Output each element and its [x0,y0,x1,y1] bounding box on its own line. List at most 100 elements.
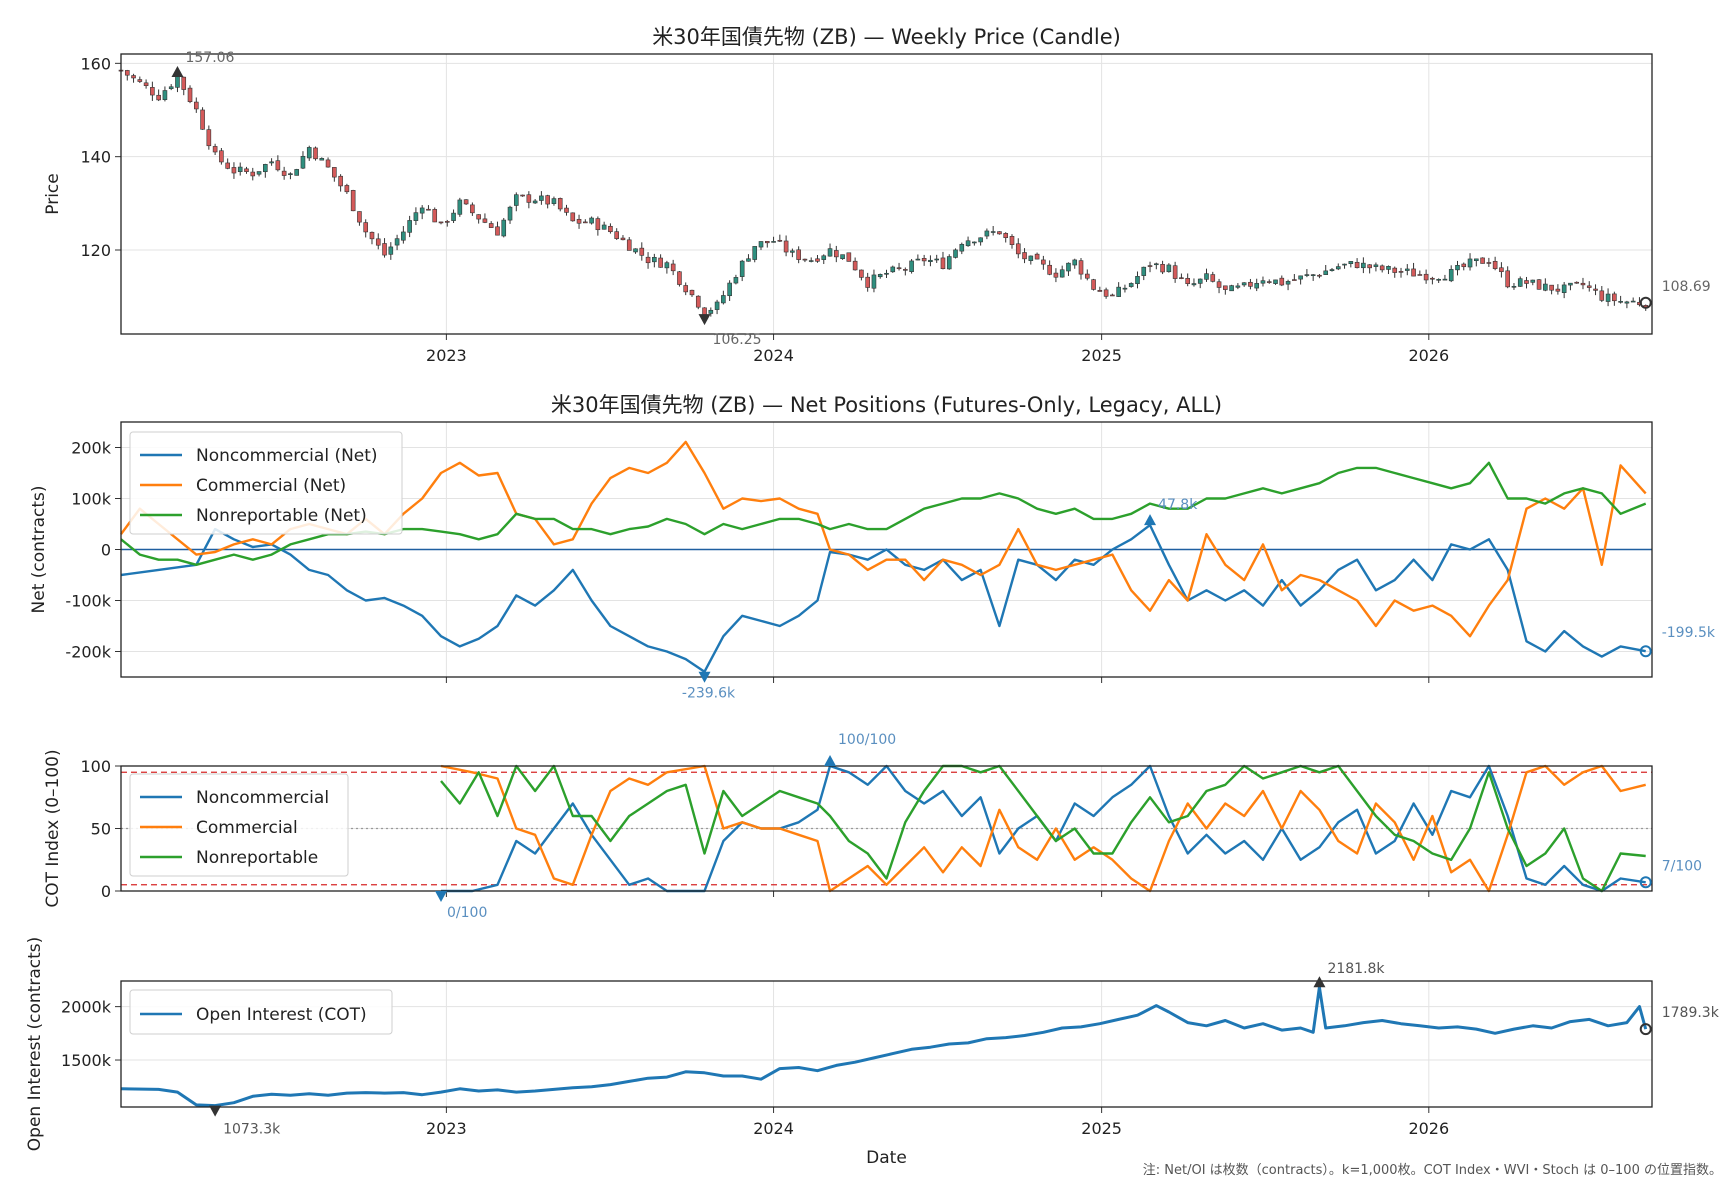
candle [388,242,394,260]
candle-body [1041,259,1046,265]
candle [175,75,180,93]
candle-body [928,259,933,262]
candle [589,216,594,225]
candle-body [790,250,795,253]
candle [1555,284,1561,295]
cot-ytick-label: 50 [91,820,111,839]
candle [1474,258,1479,267]
candle [1323,265,1329,275]
candle-body [796,249,801,260]
candle [1216,278,1222,294]
candle [1612,291,1617,306]
candle [871,269,877,293]
cot-annotation-marker [1639,876,1652,889]
price-ytick-label: 140 [80,148,111,167]
candle-body [244,168,249,172]
candle [1041,255,1046,270]
candle [1210,271,1216,283]
candle [1172,261,1178,283]
candle [488,221,494,228]
oi-ytick-label: 1500k [61,1051,112,1070]
candle [344,183,350,194]
candle-body [652,257,657,263]
oi-annotation-marker [209,1105,222,1117]
oi-xtick-label: 2023 [426,1119,467,1138]
candle [1486,257,1492,267]
candle [1342,263,1347,269]
candle [852,257,858,271]
candle [752,246,758,263]
candle [1618,295,1623,304]
candle [1128,282,1134,288]
candle [1423,269,1429,284]
candle [382,238,387,258]
candle [1373,262,1379,272]
candle-body [332,167,337,178]
candle [576,214,582,229]
candle-body [1204,273,1209,280]
candle-body [1034,253,1040,260]
candle-body [557,198,563,210]
candle [626,237,632,251]
candle [501,217,507,238]
candle [1568,282,1573,291]
candle [263,163,268,178]
candle-body [1586,285,1592,288]
candle-body [953,249,958,258]
candle [1254,278,1260,292]
net-ytick-label: -100k [65,592,111,611]
candle-body [601,224,607,230]
candle-body [733,277,739,284]
cot-annotation-label: 100/100 [838,732,896,748]
candle [815,255,820,263]
candle [683,282,689,296]
candle-body [1612,293,1617,302]
candle [1191,278,1197,287]
candle-body [1160,264,1165,273]
candle [338,174,343,192]
candle-body [419,207,425,214]
candle [294,168,299,176]
candle-body [1248,281,1253,287]
candle-body [884,272,889,275]
candle-body [978,237,983,243]
candle-body [1486,262,1492,264]
oi-plot-border [120,980,1653,1108]
candle [401,226,406,244]
candle [438,221,444,225]
candle-body [802,258,808,261]
candle [1223,285,1228,295]
candle-body [1448,269,1454,282]
net-title: 米30年国債先物 (ZB) — Net Positions (Futures-O… [551,393,1222,417]
candle-body [1524,280,1529,284]
candle-body [620,237,626,241]
panel-oi: 2023 2024 2025 2026 1500k 2000k Open Interest … [25,937,1720,1168]
candle [507,205,513,224]
candle [1630,297,1636,303]
candle-body [1505,270,1510,288]
candle-body [225,162,230,169]
candle-body [1285,281,1291,285]
candle-body [375,238,381,246]
candle [1367,264,1372,274]
candle [1580,277,1586,290]
candle [1285,279,1291,291]
candle-body [1517,278,1523,287]
candle [1574,281,1580,284]
candle-body [1223,285,1228,290]
cot-annotation-label: 0/100 [447,905,487,921]
candle [131,73,136,83]
candle [237,162,243,176]
candle-body [1110,294,1115,297]
net-ylabel: Net (contracts) [29,486,49,614]
candle [583,219,588,224]
net-annotation-marker [1639,645,1652,658]
price-annotation-label: 106.25 [713,332,762,348]
candle [357,211,362,226]
candle [426,205,431,211]
candle [564,204,569,216]
cot-series-2 [440,764,1646,893]
cot-plot-border [120,765,1653,892]
candle [545,194,550,209]
candle-body [1474,258,1479,262]
